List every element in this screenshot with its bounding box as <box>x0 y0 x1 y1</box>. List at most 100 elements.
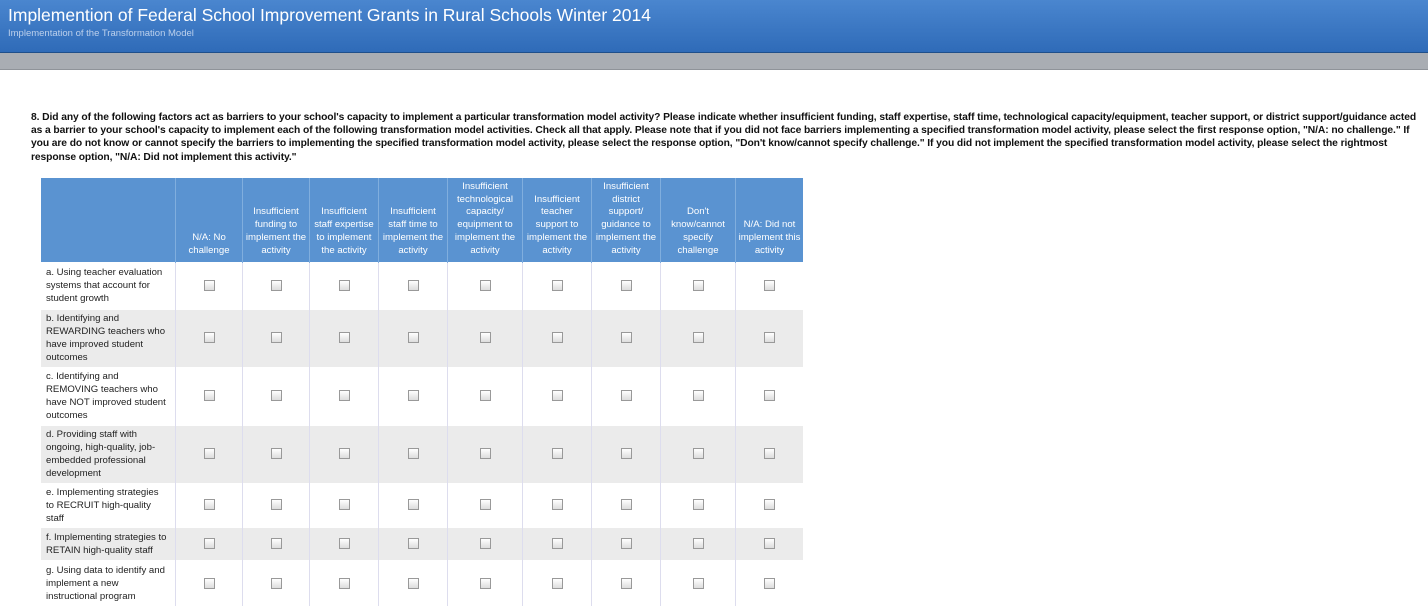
checkbox[interactable] <box>551 577 563 589</box>
checkbox[interactable] <box>407 448 419 460</box>
checkbox[interactable] <box>692 577 704 589</box>
checkbox[interactable] <box>407 499 419 511</box>
activity-label: a. Using teacher evaluation systems that… <box>41 261 176 309</box>
checkbox[interactable] <box>203 537 215 549</box>
checkbox[interactable] <box>692 499 704 511</box>
checkbox[interactable] <box>270 537 282 549</box>
checkbox[interactable] <box>692 448 704 460</box>
checkbox[interactable] <box>551 332 563 344</box>
checkbox[interactable] <box>620 332 632 344</box>
table-row: e. Implementing strategies to RECRUIT hi… <box>41 482 803 527</box>
checkbox[interactable] <box>692 279 704 291</box>
checkbox[interactable] <box>338 279 350 291</box>
checkbox[interactable] <box>764 390 775 402</box>
survey-subtitle: Implementation of the Transformation Mod… <box>8 28 194 39</box>
checkbox[interactable] <box>203 332 215 344</box>
checkbox[interactable] <box>620 390 632 402</box>
checkbox[interactable] <box>620 577 632 589</box>
column-header: N/A: No challenge <box>175 178 243 262</box>
checkbox-cell <box>735 482 803 527</box>
checkbox[interactable] <box>338 577 350 589</box>
checkbox-cell <box>378 559 448 606</box>
checkbox[interactable] <box>270 499 282 511</box>
checkbox[interactable] <box>270 577 282 589</box>
checkbox[interactable] <box>620 279 632 291</box>
column-header: N/A: Did not implement this activity <box>735 178 803 262</box>
checkbox[interactable] <box>479 332 491 344</box>
checkbox[interactable] <box>203 577 215 589</box>
checkbox-cell <box>522 482 592 527</box>
checkbox-cell <box>735 559 803 606</box>
checkbox[interactable] <box>551 537 563 549</box>
activity-label: c. Identifying and REMOVING teachers who… <box>41 366 176 425</box>
checkbox[interactable] <box>479 577 491 589</box>
checkbox[interactable] <box>338 499 350 511</box>
checkbox[interactable] <box>338 448 350 460</box>
checkbox[interactable] <box>551 499 563 511</box>
checkbox[interactable] <box>620 537 632 549</box>
checkbox-cell <box>175 424 243 483</box>
checkbox[interactable] <box>270 390 282 402</box>
checkbox[interactable] <box>551 448 563 460</box>
checkbox[interactable] <box>620 448 632 460</box>
checkbox[interactable] <box>338 390 350 402</box>
checkbox-cell <box>242 261 310 309</box>
checkbox-cell <box>591 308 661 367</box>
activity-label: f. Implementing strategies to RETAIN hig… <box>41 526 176 560</box>
table-row: d. Providing staff with ongoing, high-qu… <box>41 424 803 483</box>
checkbox[interactable] <box>270 279 282 291</box>
column-header: Insufficient funding to implement the ac… <box>242 178 310 262</box>
checkbox-cell <box>309 559 379 606</box>
activity-label: d. Providing staff with ongoing, high-qu… <box>41 424 176 483</box>
checkbox[interactable] <box>203 279 215 291</box>
checkbox-cell <box>660 526 736 560</box>
checkbox-cell <box>447 261 523 309</box>
checkbox-cell <box>591 366 661 425</box>
checkbox[interactable] <box>338 332 350 344</box>
checkbox-cell <box>242 482 310 527</box>
checkbox[interactable] <box>407 332 419 344</box>
checkbox[interactable] <box>479 390 491 402</box>
checkbox[interactable] <box>203 448 215 460</box>
checkbox[interactable] <box>764 499 775 511</box>
checkbox-cell <box>735 366 803 425</box>
checkbox[interactable] <box>764 577 775 589</box>
checkbox[interactable] <box>551 279 563 291</box>
checkbox[interactable] <box>479 499 491 511</box>
checkbox-cell <box>447 366 523 425</box>
checkbox[interactable] <box>338 537 350 549</box>
column-header: Insufficient technological capacity/ equ… <box>447 178 523 262</box>
checkbox[interactable] <box>407 577 419 589</box>
question-text: 8. Did any of the following factors act … <box>31 112 1417 163</box>
checkbox[interactable] <box>620 499 632 511</box>
checkbox-cell <box>378 366 448 425</box>
checkbox[interactable] <box>692 332 704 344</box>
checkbox-cell <box>735 261 803 309</box>
checkbox[interactable] <box>479 537 491 549</box>
checkbox[interactable] <box>407 279 419 291</box>
checkbox[interactable] <box>692 537 704 549</box>
checkbox-cell <box>242 366 310 425</box>
activity-label: g. Using data to identify and implement … <box>41 559 176 606</box>
checkbox-cell <box>522 366 592 425</box>
checkbox[interactable] <box>479 279 491 291</box>
checkbox[interactable] <box>692 390 704 402</box>
checkbox-cell <box>378 482 448 527</box>
checkbox[interactable] <box>479 448 491 460</box>
toolbar-strip <box>0 53 1428 70</box>
checkbox[interactable] <box>764 537 775 549</box>
checkbox-cell <box>522 526 592 560</box>
checkbox[interactable] <box>407 390 419 402</box>
checkbox[interactable] <box>270 448 282 460</box>
checkbox[interactable] <box>764 279 775 291</box>
checkbox[interactable] <box>764 332 775 344</box>
checkbox[interactable] <box>764 448 775 460</box>
checkbox[interactable] <box>551 390 563 402</box>
checkbox-cell <box>522 261 592 309</box>
checkbox[interactable] <box>203 499 215 511</box>
checkbox-cell <box>522 559 592 606</box>
checkbox[interactable] <box>270 332 282 344</box>
checkbox-cell <box>175 366 243 425</box>
checkbox[interactable] <box>407 537 419 549</box>
checkbox[interactable] <box>203 390 215 402</box>
